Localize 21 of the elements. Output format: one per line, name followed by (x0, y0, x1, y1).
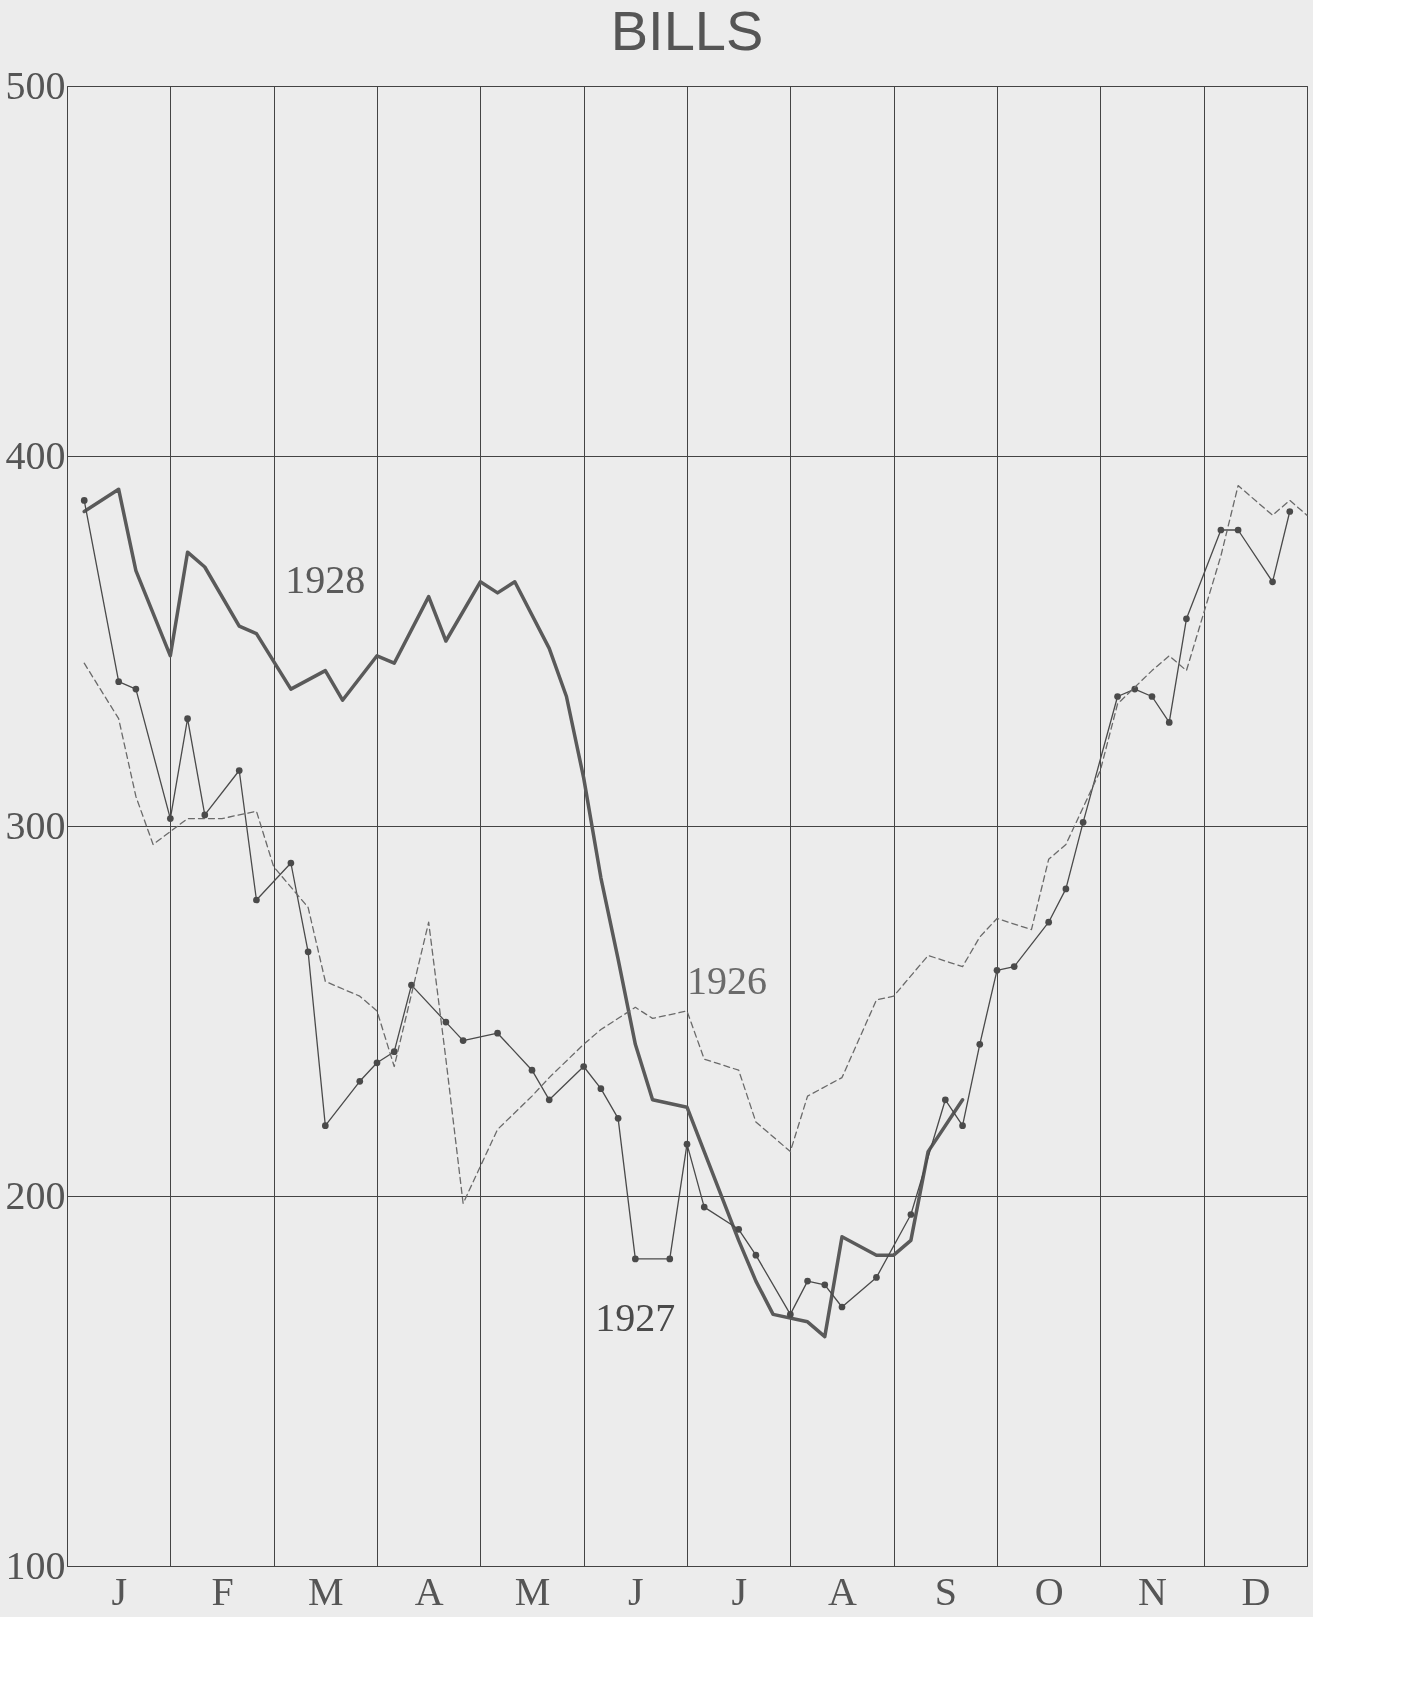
y-tick-label: 300 (5, 802, 66, 848)
x-tick-label: J (628, 1568, 644, 1614)
series-label: 1926 (686, 957, 767, 1003)
series-label: 1927 (595, 1294, 676, 1340)
x-tick-label: N (1138, 1568, 1167, 1614)
y-tick-label: 500 (5, 62, 66, 108)
x-tick-label: D (1241, 1568, 1271, 1614)
x-tick-label: M (308, 1568, 344, 1614)
y-tick-label: 200 (5, 1172, 66, 1218)
x-tick-label: J (731, 1568, 747, 1614)
x-tick-label: A (414, 1568, 444, 1614)
y-tick-label: 400 (5, 432, 66, 478)
x-tick-label: O (1034, 1568, 1064, 1614)
x-tick-label: S (934, 1568, 957, 1614)
x-tick-label: J (111, 1568, 127, 1614)
series-label: 1928 (285, 556, 366, 602)
x-tick-label: A (828, 1568, 858, 1614)
x-tick-label: F (211, 1568, 234, 1614)
y-tick-label: 100 (5, 1542, 66, 1588)
chart-title: BILLS (610, 0, 764, 62)
x-tick-label: M (514, 1568, 551, 1614)
